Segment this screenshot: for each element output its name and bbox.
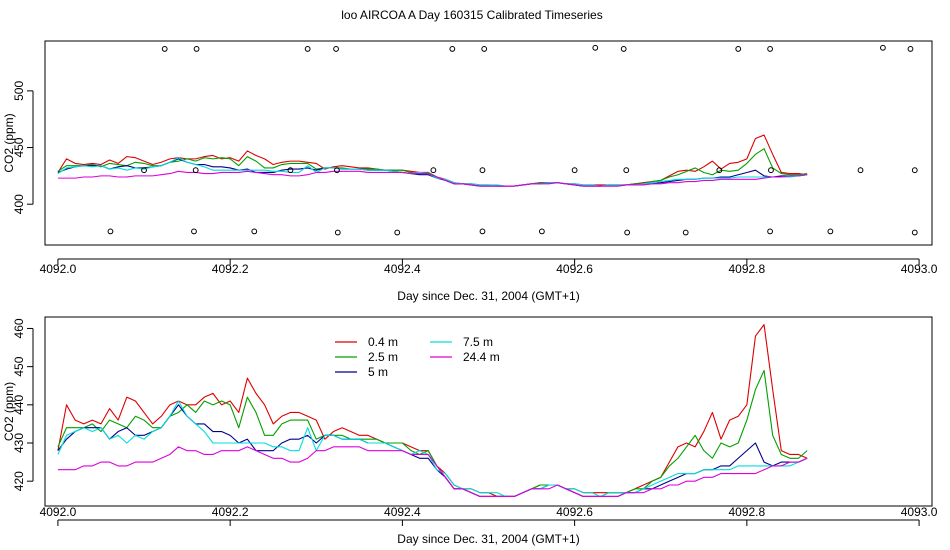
x-tick-label: 4092.6 — [556, 505, 593, 519]
data-marker — [449, 46, 456, 52]
y-tick-label: 430 — [12, 433, 26, 453]
data-marker — [767, 228, 774, 235]
data-marker — [735, 46, 742, 52]
data-marker — [911, 229, 918, 236]
x-axis-label: Day since Dec. 31, 2004 (GMT+1) — [397, 532, 579, 546]
y-tick-label: 420 — [12, 471, 26, 491]
data-marker — [857, 167, 864, 174]
y-tick-label: 440 — [12, 394, 26, 414]
series-line-0-4m — [57, 134, 808, 187]
series-line-2-5m — [57, 369, 808, 498]
data-marker — [479, 167, 486, 174]
data-marker — [768, 167, 774, 174]
data-marker — [623, 167, 630, 174]
top-timeseries-panel: 4092.0 4092.2 4092.4 4092.6 4092.8 4093.0 Day … — [2, 40, 938, 303]
data-marker — [880, 44, 886, 51]
data-marker — [333, 46, 339, 52]
series-line-5m — [57, 404, 808, 498]
figure-title: loo AIRCOA A Day 160315 Calibrated Times… — [341, 8, 602, 22]
y-tick-label: 450 — [12, 137, 26, 157]
series-group — [57, 134, 808, 187]
series-line-24-4m — [57, 170, 808, 187]
x-axis-label: Day since Dec. 31, 2004 (GMT+1) — [397, 289, 579, 303]
series-line-7-5m — [57, 400, 808, 498]
data-marker — [191, 228, 197, 235]
x-tick-label: 4092.8 — [728, 505, 765, 519]
y-axis-label: CO2 (ppm) — [2, 113, 16, 172]
series-line-2-5m — [57, 148, 808, 187]
data-marker — [334, 229, 341, 236]
data-marker — [161, 46, 168, 52]
data-marker — [620, 46, 627, 52]
x-tick-label: 4092.2 — [212, 505, 249, 519]
data-marker — [193, 46, 200, 52]
legend-label-2-5m: 2.5 m — [368, 350, 398, 364]
data-marker — [192, 167, 199, 174]
data-marker — [479, 228, 486, 235]
x-tick-label: 4092.0 — [40, 262, 77, 276]
data-marker — [481, 46, 488, 52]
y-tick-label: 500 — [12, 81, 26, 101]
data-marker — [767, 46, 774, 52]
x-tick-label: 4092.6 — [556, 262, 593, 276]
data-marker — [394, 229, 401, 236]
series-line-24-4m — [57, 446, 808, 498]
plot-frame — [44, 40, 933, 246]
data-marker — [430, 167, 437, 174]
y-tick-label: 460 — [12, 318, 26, 338]
legend-label-7-5m: 7.5 m — [463, 335, 493, 349]
y-axis-label: CO2 (ppm) — [2, 382, 16, 441]
data-marker — [538, 228, 545, 235]
data-marker — [827, 228, 834, 235]
x-tick-label: 4092.2 — [212, 262, 249, 276]
data-marker — [907, 46, 914, 52]
data-marker — [682, 229, 689, 236]
legend: 0.4 m2.5 m5 m 7.5 m24.4 m — [335, 335, 500, 379]
legend-label-5m: 5 m — [368, 365, 388, 379]
x-tick-label: 4092.8 — [728, 262, 765, 276]
y-tick-label: 450 — [12, 356, 26, 376]
data-marker — [624, 229, 631, 236]
data-marker — [716, 167, 723, 174]
data-marker — [287, 167, 294, 174]
series-line-0-4m — [57, 324, 808, 498]
x-tick-label: 4092.4 — [384, 262, 421, 276]
x-tick-label: 4092.0 — [40, 505, 77, 519]
plot-frame — [44, 316, 933, 507]
x-tick-label: 4093.0 — [901, 262, 938, 276]
data-marker — [911, 167, 918, 174]
y-tick-label: 400 — [12, 194, 26, 214]
data-marker — [107, 228, 114, 235]
bottom-timeseries-panel: 4092.0 4092.2 4092.4 4092.6 4092.8 4093.0 Day … — [2, 316, 938, 546]
x-tick-label: 4092.4 — [384, 505, 421, 519]
data-marker — [592, 44, 599, 51]
data-marker — [251, 228, 258, 235]
data-marker — [571, 167, 578, 174]
legend-label-0-4m: 0.4 m — [368, 335, 398, 349]
series-group — [57, 324, 808, 498]
x-tick-label: 4093.0 — [901, 505, 938, 519]
data-marker — [141, 167, 147, 174]
data-marker — [304, 46, 311, 52]
legend-label-24-4m: 24.4 m — [463, 350, 500, 364]
data-marker — [334, 167, 340, 174]
